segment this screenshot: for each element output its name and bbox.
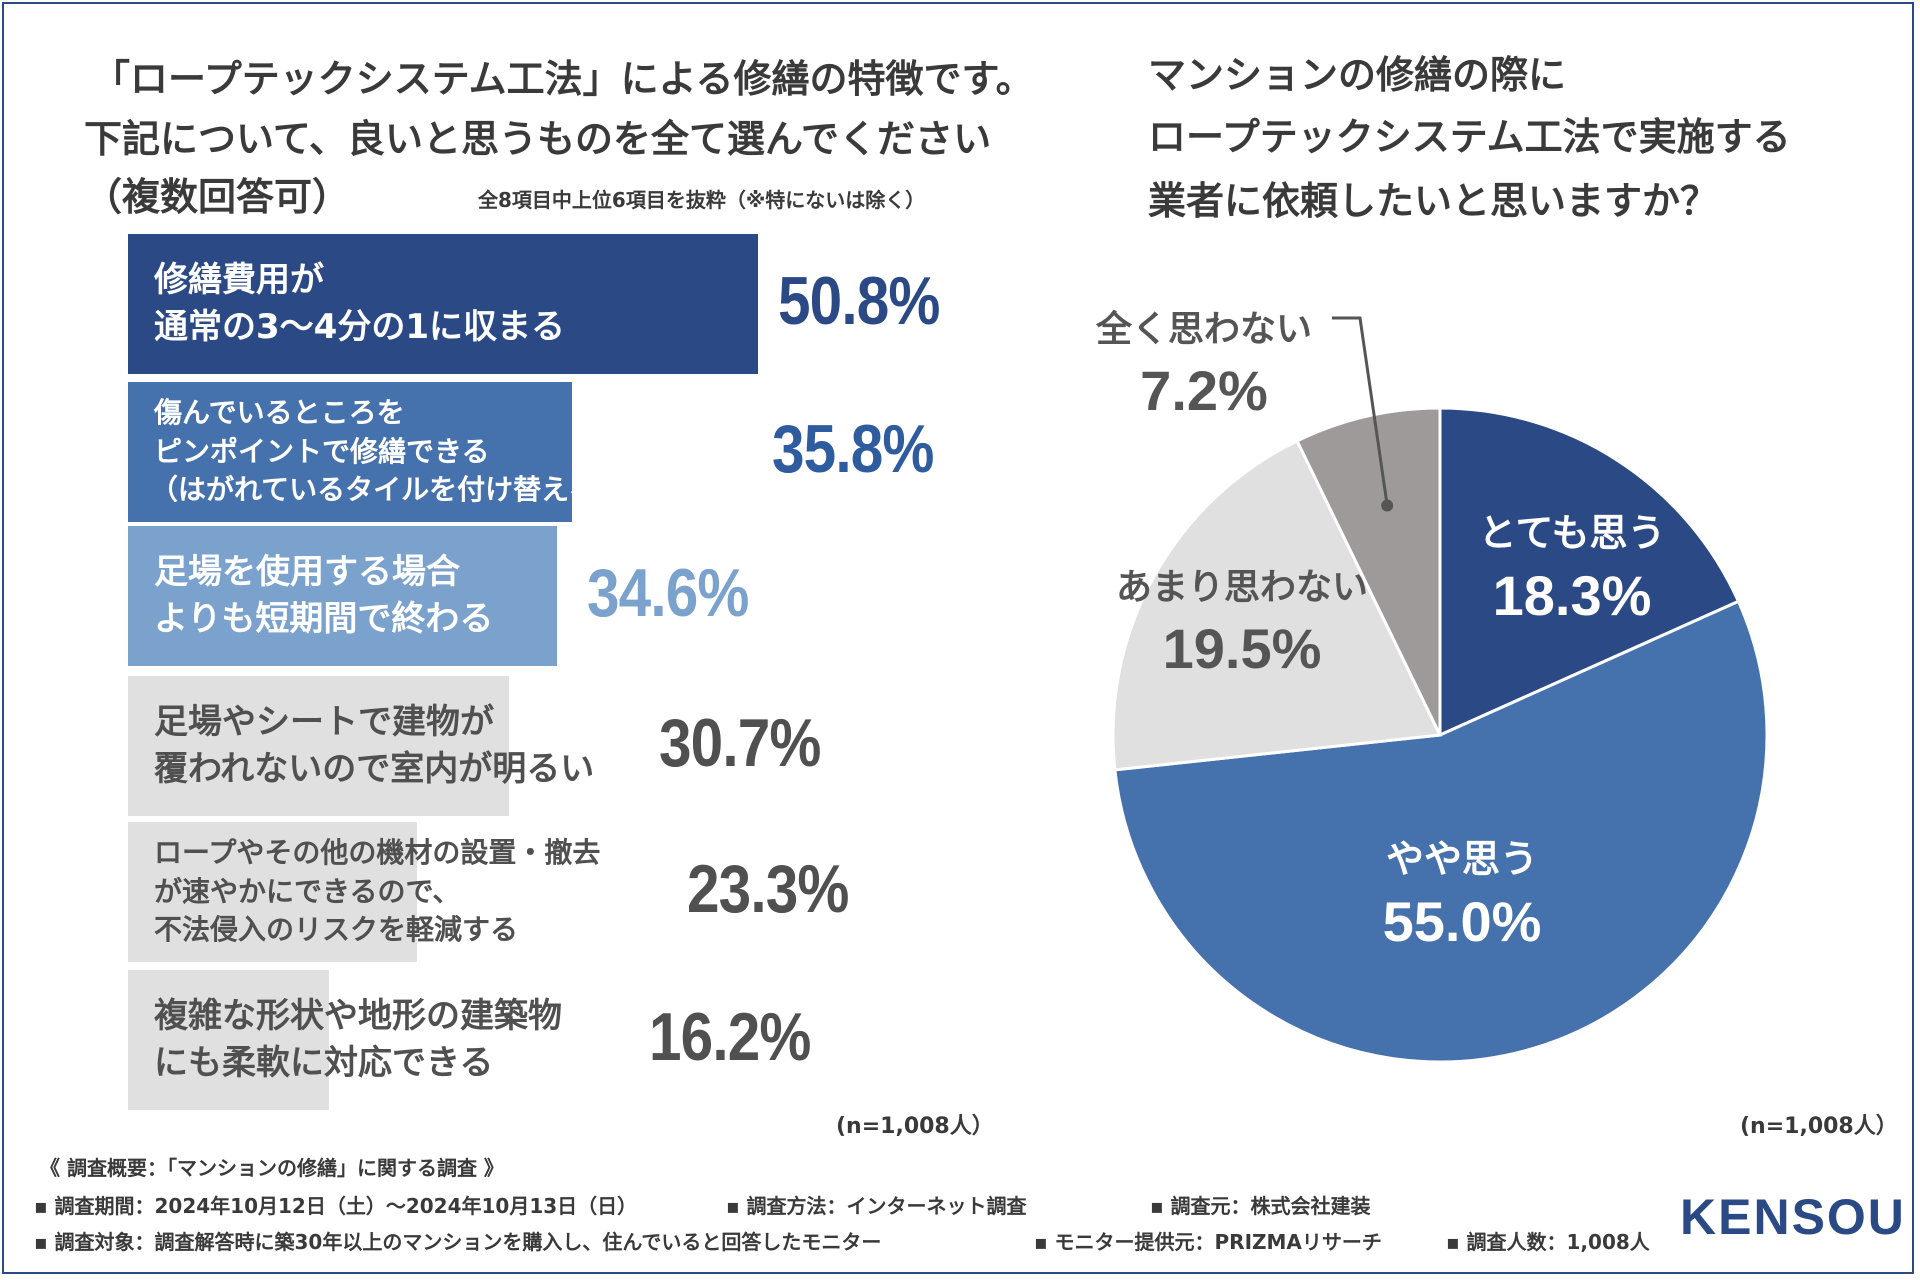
pie-label-name: とても思う [1478,511,1666,555]
pie-label-value: 18.3% [1492,564,1652,627]
pie-label-3: あまり思わない 19.5% [1116,558,1368,681]
bar-label-line: にも柔軟に対応できる [154,1042,494,1083]
bar-label-line: 覆われないので室内が明るい [154,748,595,789]
bar-label-line: 修繕費用が [154,260,324,301]
survey-method: ▪ 調査方法：インターネット調査 [726,1194,1027,1218]
bar-4 [128,676,509,816]
bar-label-line: （はがれているタイルを付け替えるなど） [150,473,681,507]
bar-label-line: よりも短期間で終わる [154,598,494,639]
pie-chart-n-note: (n=1,008人） [1740,1114,1898,1139]
survey-target: ▪ 調査対象：調査解答時に築30年以上のマンションを購入し、住んでいると回答した… [34,1230,882,1254]
bar-5 [128,822,417,962]
bar-value-4: 30.7% [658,705,821,781]
survey-heading: 《 調査概要：「マンションの修繕」に関する調査 》 [40,1156,504,1180]
pie-label-name: あまり思わない [1115,567,1369,608]
pie-chart-title-line-2: ロープテックシステム工法で実施する [1148,115,1791,159]
survey-count: ▪ 調査人数：1,008人 [1446,1230,1650,1254]
leader-line [1332,316,1389,506]
survey-period: ▪ 調査期間：2024年10月12日（土）〜2024年10月13日（日） [34,1194,638,1218]
bar-value-2: 35.8% [771,411,934,487]
pie-slice-4 [1295,406,1442,736]
bar-label-line: 複雑な形状や地形の建築物 [154,996,562,1037]
bar-chart-subnote: 全8項目中上位6項目を抜粋（※特にないは除く） [478,188,926,212]
pie-label-value: 55.0% [1382,890,1542,953]
pie-label-name: 全く思わない [1095,309,1313,350]
pie-label-1: とても思う 18.3% [1479,502,1666,628]
bar-label-3: 足場を使用する場合 よりも短期間で終わる [154,549,493,643]
pie-chart-title-line-1: マンションの修繕の際に [1148,53,1567,97]
kensou-logo: KENSOU [1680,1189,1906,1245]
pie-slice-1 [1438,406,1741,738]
bar-2 [128,382,572,522]
pie-slice-2 [1113,599,1769,1064]
pie-slice-3 [1111,438,1443,772]
bar-6 [128,970,329,1110]
bar-label-line: 不法侵入のリスクを軽減する [154,913,519,947]
bar-label-line: ロープやその他の機材の設置・撤去 [154,836,601,870]
bar-label-line: 通常の3〜4分の1に収まる [154,306,565,347]
bar-value-3: 34.6% [587,555,749,631]
bar-label-line: 傷んでいるところを [154,396,405,430]
bar-label-5: ロープやその他の機材の設置・撤去 が速やかにできるので、不法侵入のリスクを軽減する [154,834,600,950]
bar-label-line: が速やかにできるので、 [154,874,461,908]
bar-1 [128,234,758,374]
bar-value-1: 50.8% [777,263,940,339]
pie-label-2: やや思う 55.0% [1383,828,1542,954]
bar-value-5: 23.3% [686,851,849,927]
bar-label-6: 複雑な形状や地形の建築物 にも柔軟に対応できる [154,993,562,1087]
bar-label-2: 傷んでいるところをピンポイントで修繕できる （はがれているタイルを付け替えるなど） [150,394,680,510]
survey-provider: ▪ モニター提供元：PRIZMAリサーチ [1034,1230,1382,1254]
pie-label-value: 19.5% [1162,617,1322,680]
pie-label-name: やや思う [1385,837,1539,881]
bar-label-line: ピンポイントで修繕できる [154,434,490,468]
survey-source: ▪ 調査元：株式会社建装 [1150,1194,1371,1218]
bar-label-1: 修繕費用が通常の3〜4分の1に収まる [154,257,565,351]
pie-label-value: 7.2% [1140,359,1268,422]
bar-chart-title-line-1: 「ロープテックシステム工法」による修繕の特徴です。 [92,57,1034,101]
bar-label-line: 足場を使用する場合 [154,552,460,593]
bar-chart-title-line-3: （複数回答可） [84,175,351,219]
bar-label-4: 足場やシートで建物が覆われないので室内が明るい [154,699,594,793]
bar-3 [128,526,558,666]
bar-chart-n-note: (n=1,008人） [836,1114,994,1139]
bar-label-line: 足場やシートで建物が [154,702,494,743]
bar-value-6: 16.2% [648,999,811,1075]
pie-label-4: 全く思わない 7.2% [1096,300,1312,423]
bar-chart-title-line-2: 下記について、良いと思うものを全て選んでください [84,117,992,161]
pie-chart-title-line-3: 業者に依頼したいと思いますか？ [1148,179,1719,223]
